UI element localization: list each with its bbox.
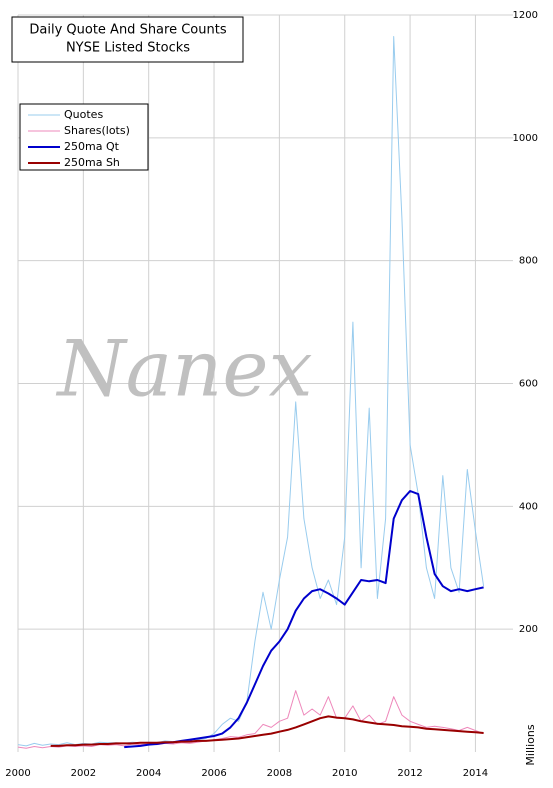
watermark: Nanex	[55, 325, 312, 415]
y-axis-label: Millions	[524, 724, 537, 765]
chart-title: Daily Quote And Share Counts	[29, 23, 226, 38]
x-tick-label: 2008	[267, 768, 292, 779]
y-tick-label: 200	[519, 624, 538, 635]
y-tick-label: 800	[519, 256, 538, 267]
legend-label: Quotes	[64, 108, 103, 121]
x-tick-label: 2006	[201, 768, 226, 779]
legend-label: 250ma Qt	[64, 140, 120, 153]
series-line	[17, 36, 485, 747]
chart-subtitle: NYSE Listed Stocks	[66, 41, 190, 56]
title-box	[11, 16, 244, 63]
legend-label: 250ma Sh	[64, 156, 120, 169]
series-line	[124, 490, 484, 749]
x-tick-label: 2014	[463, 768, 488, 779]
series-line	[50, 715, 484, 747]
x-tick-label: 2002	[71, 768, 96, 779]
x-tick-label: 2010	[332, 768, 357, 779]
y-tick-label: 400	[519, 501, 538, 512]
series-line	[17, 690, 484, 749]
y-tick-label: 1000	[513, 133, 538, 144]
x-tick-label: 2000	[5, 768, 30, 779]
x-tick-label: 2004	[136, 768, 161, 779]
legend-label: Shares(lots)	[64, 124, 130, 137]
y-tick-label: 600	[519, 379, 538, 390]
x-tick-label: 2012	[397, 768, 422, 779]
y-tick-label: 1200	[513, 10, 538, 21]
